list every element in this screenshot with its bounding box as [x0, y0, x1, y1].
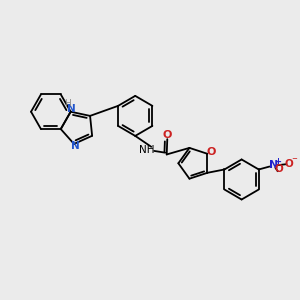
- Text: H: H: [64, 99, 71, 108]
- Text: O: O: [275, 164, 284, 175]
- Text: N: N: [68, 104, 76, 114]
- Text: O: O: [206, 147, 215, 157]
- Text: NH: NH: [139, 145, 154, 155]
- Text: N: N: [269, 160, 278, 170]
- Text: +: +: [274, 157, 281, 166]
- Text: N: N: [71, 141, 80, 151]
- Text: O: O: [285, 159, 293, 169]
- Text: O: O: [163, 130, 172, 140]
- Text: ⁻: ⁻: [291, 156, 297, 166]
